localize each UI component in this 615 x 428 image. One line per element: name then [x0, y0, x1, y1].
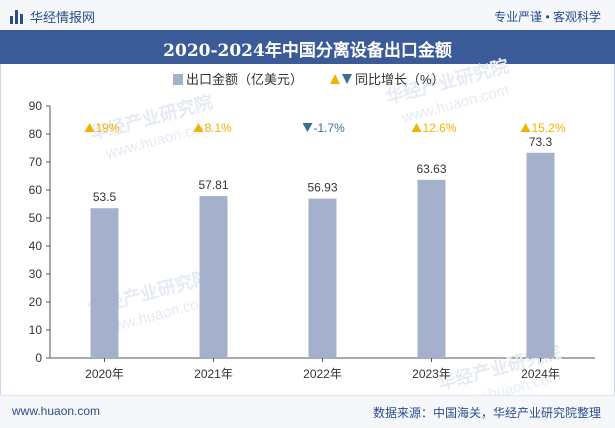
growth-label: 12.6%	[423, 121, 457, 135]
y-tick-label: 70	[29, 155, 43, 169]
y-tick-label: 20	[29, 295, 43, 309]
growth-label: 8.1%	[205, 121, 233, 135]
y-tick-label: 40	[29, 239, 43, 253]
growth-down-marker	[302, 123, 313, 132]
legend-down-icon	[342, 74, 352, 84]
logo-icon	[10, 9, 24, 24]
bar-value-label: 56.93	[307, 181, 337, 195]
y-tick-label: 90	[29, 99, 43, 113]
x-tick-label: 2023年	[412, 367, 451, 381]
legend-swatch-export	[173, 74, 183, 85]
bar-value-label: 57.81	[198, 178, 228, 192]
bar[interactable]	[526, 152, 555, 358]
bar[interactable]	[417, 179, 446, 358]
footer: www.huaon.com 数据来源：中国海关，华经产业研究院整理	[0, 395, 615, 428]
legend-label-growth: 同比增长（%）	[355, 72, 445, 87]
y-tick-label: 10	[29, 323, 43, 337]
x-tick-label: 2020年	[85, 367, 124, 381]
bar-value-label: 53.5	[93, 190, 117, 204]
growth-up-marker	[84, 123, 95, 132]
y-tick-label: 80	[29, 127, 43, 141]
site-name: 华经情报网	[30, 10, 96, 25]
x-tick-label: 2024年	[521, 367, 560, 381]
y-tick-label: 60	[29, 183, 43, 197]
growth-label: -1.7%	[314, 121, 346, 135]
tagline: 专业严谨 • 客观科学	[494, 10, 601, 24]
growth-up-marker	[520, 123, 531, 132]
growth-up-marker	[193, 123, 204, 132]
x-tick-label: 2021年	[194, 367, 233, 381]
title-bar: 2020-2024年中国分离设备出口金额	[0, 30, 615, 64]
chart-title: 2020-2024年中国分离设备出口金额	[163, 41, 452, 61]
growth-label: 15.2%	[532, 121, 566, 135]
y-tick-label: 30	[29, 267, 43, 281]
bar[interactable]	[90, 208, 119, 358]
legend-up-icon	[330, 74, 340, 84]
growth-label: 19%	[96, 121, 120, 135]
bar-value-label: 63.63	[416, 162, 446, 176]
growth-up-marker	[411, 123, 422, 132]
footer-url[interactable]: www.huaon.com	[12, 404, 101, 418]
y-tick-label: 0	[35, 351, 42, 365]
bar[interactable]	[199, 196, 228, 358]
legend-label-export: 出口金额（亿美元）	[186, 72, 303, 87]
bar-value-label: 73.3	[529, 135, 553, 149]
x-tick-label: 2022年	[303, 367, 342, 381]
bar[interactable]	[308, 198, 337, 358]
y-tick-label: 50	[29, 211, 43, 225]
brand[interactable]: 华经情报网	[10, 7, 95, 26]
top-bar: 华经情报网 专业严谨 • 客观科学	[0, 0, 615, 30]
footer-source: 数据来源：中国海关，华经产业研究院整理	[372, 406, 601, 420]
